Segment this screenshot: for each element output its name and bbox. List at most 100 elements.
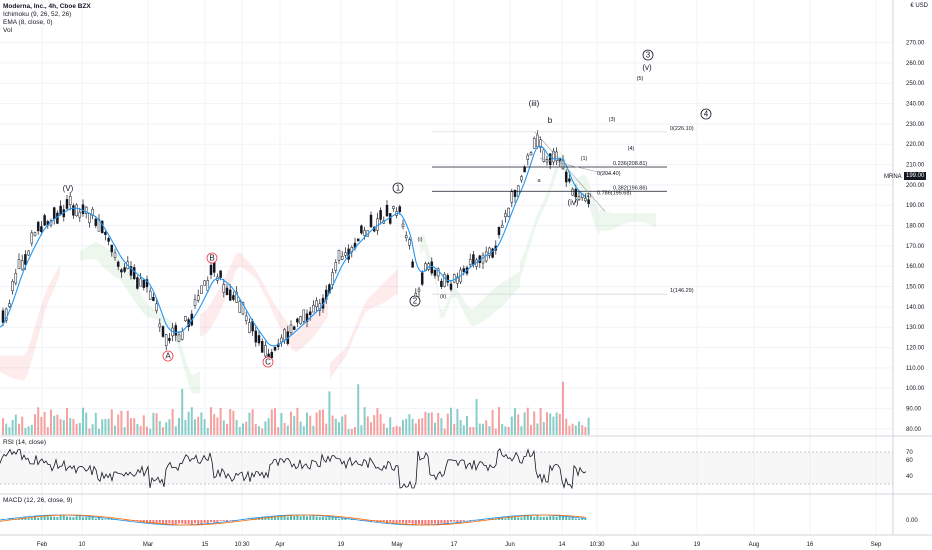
- volume-bar: [280, 413, 283, 435]
- volume-bar: [290, 411, 292, 435]
- candle-body: [510, 191, 514, 203]
- macd-histogram-bar: [478, 520, 481, 521]
- ema-legend[interactable]: EMA (8, close, 0): [3, 19, 53, 26]
- macd-histogram-bar: [379, 520, 382, 522]
- candle-body: [574, 188, 578, 198]
- wave-1: 1: [396, 184, 401, 193]
- macd-legend[interactable]: MACD (12, 26, close, 9): [3, 497, 73, 504]
- price-tick: 260.00: [906, 61, 925, 67]
- time-tick: Jul: [631, 542, 639, 548]
- macd-histogram-bar: [270, 516, 273, 520]
- volume-bar: [392, 427, 395, 435]
- ema-line: [0, 145, 587, 347]
- volume-bar: [562, 381, 564, 435]
- candle-body: [462, 268, 466, 273]
- macd-histogram-bar: [581, 517, 584, 520]
- macd-histogram-bar: [562, 515, 564, 520]
- cloud-segment: [520, 151, 600, 279]
- macd-histogram-bar: [158, 520, 161, 523]
- macd-histogram-bar: [565, 516, 568, 520]
- macd-histogram-bar: [510, 517, 513, 520]
- volume-bar: [171, 409, 174, 435]
- candle-body: [468, 259, 472, 266]
- volume-bar: [494, 428, 497, 435]
- candle-body: [440, 280, 443, 287]
- macd-histogram-bar: [488, 518, 491, 520]
- price-tick: 130.00: [906, 325, 925, 331]
- candle-body: [27, 250, 30, 256]
- candle-body: [180, 331, 184, 340]
- volume-bar: [587, 417, 590, 435]
- candle-body: [564, 171, 568, 183]
- candle-body: [520, 176, 523, 181]
- macd-histogram-bar: [408, 520, 411, 524]
- candle-body: [369, 214, 373, 228]
- ichimoku-legend[interactable]: Ichimoku (9, 26, 52, 26): [3, 11, 72, 18]
- macd-histogram-bar: [206, 520, 209, 524]
- candle-body: [164, 334, 168, 346]
- candle-body: [129, 266, 133, 276]
- macd-histogram-bar: [344, 518, 347, 520]
- candle-body: [84, 206, 88, 214]
- volume-bar: [571, 423, 574, 435]
- candle-body: [20, 260, 24, 270]
- volume-bar: [306, 412, 308, 435]
- volume-bar: [437, 413, 440, 435]
- candle-body: [56, 212, 59, 224]
- chart-title[interactable]: Moderna, Inc., 4h, Cboe BZX: [3, 3, 91, 10]
- wave-iv: (iv): [567, 198, 578, 207]
- price-tick: 250.00: [906, 81, 925, 87]
- macd-histogram-bar: [53, 516, 56, 520]
- volume-bar: [30, 424, 33, 435]
- volume-bar: [456, 409, 459, 435]
- volume-bar: [411, 418, 414, 435]
- macd-histogram-bar: [34, 515, 36, 520]
- candle-body: [33, 232, 37, 236]
- macd-histogram-bar: [296, 515, 299, 520]
- candle-body: [219, 270, 222, 278]
- volume-bar: [190, 407, 193, 435]
- wave-2: 2: [413, 297, 418, 306]
- volume-bar: [165, 422, 168, 435]
- macd-histogram-bar: [37, 517, 40, 520]
- time-tick: Jun: [505, 542, 515, 548]
- macd-histogram-bar: [293, 515, 296, 520]
- volume-bar: [299, 421, 302, 435]
- volume-legend[interactable]: Vol: [3, 27, 13, 34]
- macd-histogram-bar: [462, 520, 465, 521]
- wave-sub-3: (3): [609, 117, 616, 123]
- candle-body: [17, 259, 21, 270]
- macd-histogram-bar: [430, 520, 433, 524]
- time-tick: 10: [79, 542, 86, 548]
- candle-body: [72, 205, 75, 216]
- volume-bar: [120, 410, 123, 435]
- volume-bar: [40, 416, 43, 435]
- volume-bar: [539, 408, 542, 435]
- candle-body: [254, 330, 258, 343]
- candle-body: [392, 206, 395, 209]
- candle-body: [36, 221, 40, 232]
- macd-histogram-bar: [165, 520, 168, 525]
- macd-histogram-bar: [514, 516, 516, 520]
- candle-body: [280, 337, 283, 343]
- candle-body: [472, 254, 475, 265]
- price-tick: 200.00: [906, 183, 925, 189]
- macd-histogram-bar: [139, 520, 142, 522]
- candle-body: [260, 341, 264, 353]
- volume-bar: [542, 422, 545, 435]
- candle-body: [542, 149, 546, 162]
- rsi-tick: 70: [906, 450, 913, 456]
- volume-bar: [421, 418, 424, 435]
- candle-body: [446, 275, 450, 283]
- volume-bar: [482, 423, 484, 435]
- volume-bar: [536, 423, 539, 435]
- macd-histogram-bar: [197, 520, 200, 525]
- macd-histogram-bar: [405, 520, 408, 524]
- macd-histogram-bar: [338, 518, 340, 520]
- macd-histogram-bar: [456, 520, 459, 523]
- rsi-legend[interactable]: RSI (14, close): [3, 439, 46, 446]
- volume-bar: [334, 418, 337, 435]
- candle-body: [222, 284, 226, 293]
- time-tick: 10:30: [234, 542, 250, 548]
